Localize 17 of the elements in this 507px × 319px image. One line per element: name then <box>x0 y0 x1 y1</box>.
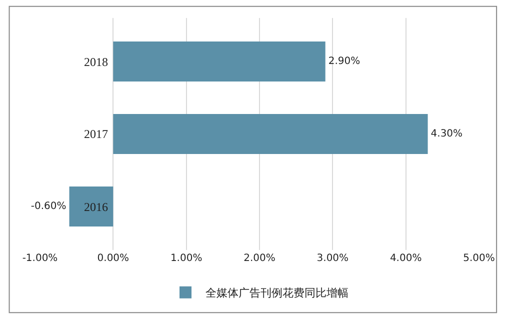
data-label: 4.30% <box>430 128 463 140</box>
bar <box>113 42 326 82</box>
bar <box>69 186 114 226</box>
y-tick-label: 2018 <box>84 55 108 69</box>
x-tick-label: 3.00% <box>316 253 349 264</box>
y-tick-label: 2017 <box>84 127 108 141</box>
x-tick-label: 0.00% <box>97 253 130 264</box>
data-label: 2.90% <box>328 56 360 67</box>
x-tick-label: 5.00% <box>463 253 495 264</box>
x-tick-label: 1.00% <box>170 253 202 264</box>
legend-label: 全媒体广告刊例花费同比增幅 <box>206 286 348 300</box>
x-tick-label: 2.00% <box>244 253 276 264</box>
y-tick-label: 2016 <box>84 200 108 214</box>
data-label: -0.60% <box>30 201 66 212</box>
x-tick-label: 4.00% <box>390 253 422 264</box>
bar <box>113 114 428 154</box>
x-tick-label: -1.00% <box>22 253 58 264</box>
